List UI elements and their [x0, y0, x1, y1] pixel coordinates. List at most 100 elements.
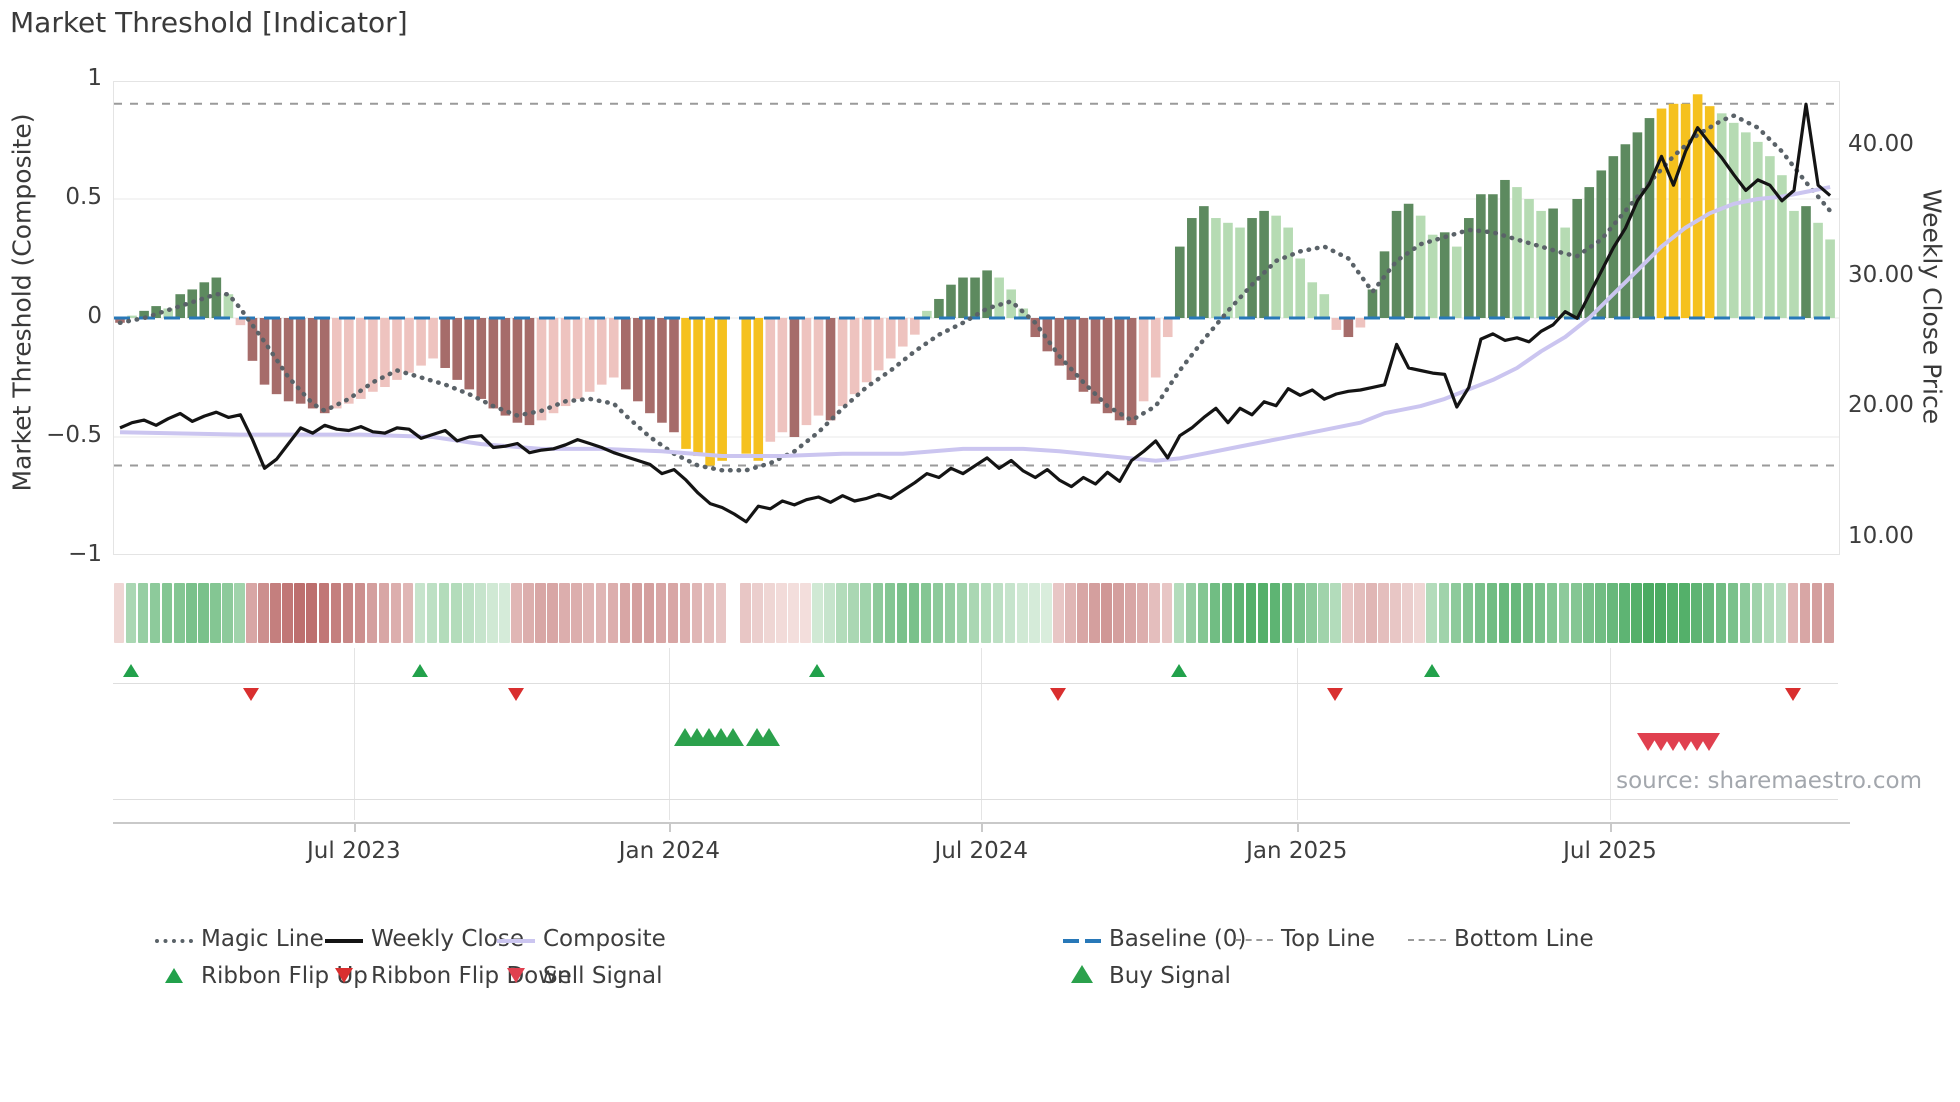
x-axis-spine	[113, 822, 1850, 824]
x-tick-label: Jan 2025	[1246, 838, 1348, 864]
bar	[1307, 282, 1318, 318]
ribbon-cell	[619, 583, 631, 643]
ribbon-cell	[499, 583, 510, 643]
ribbon-cell	[125, 583, 137, 643]
bar	[271, 318, 282, 395]
ribbon-cell	[1775, 583, 1787, 643]
ribbon-cell	[1522, 583, 1534, 643]
ribbon-flip-up-marker	[1423, 664, 1440, 677]
ribbon-flip-down-marker	[508, 688, 525, 701]
bar	[1054, 318, 1065, 366]
ribbon-cell	[1462, 583, 1474, 643]
ribbon-cell	[451, 583, 462, 643]
page-title: Market Threshold [Indicator]	[10, 6, 408, 39]
ribbon-cell	[1221, 583, 1233, 643]
ribbon-cell	[1823, 583, 1835, 643]
plot-canvas	[114, 94, 1839, 524]
bottomline-legend-swatch	[1408, 939, 1446, 941]
ribbon-cell	[896, 583, 908, 643]
ribbon-cell	[968, 583, 980, 643]
flip-up-legend-swatch	[165, 968, 183, 983]
ribbon-flip-down-marker	[1050, 688, 1067, 701]
ribbon-cell	[1787, 583, 1799, 643]
ribbon-cell	[186, 583, 197, 643]
bar	[1524, 199, 1534, 318]
ribbon-cell	[1414, 583, 1425, 643]
bar	[1150, 318, 1161, 378]
bar	[428, 318, 438, 359]
ribbon-cell	[390, 583, 402, 643]
ribbon-cell	[1571, 583, 1582, 643]
legend-label: Baseline (0)	[1109, 926, 1247, 952]
bar	[1439, 232, 1450, 318]
left-tick-label: 0	[87, 303, 102, 329]
ribbon-flip-up-marker	[809, 664, 826, 677]
ribbon-cell	[1607, 583, 1618, 643]
ribbon-cell	[342, 583, 354, 643]
bar	[476, 318, 487, 399]
x-tick-label: Jul 2025	[1563, 838, 1657, 864]
bar	[1295, 258, 1306, 318]
bar	[693, 318, 703, 457]
x-tick-label: Jul 2024	[934, 838, 1029, 864]
ribbon-cell	[643, 583, 655, 643]
bar	[1018, 308, 1029, 318]
bar	[1343, 318, 1354, 338]
bar	[1789, 210, 1799, 318]
bar	[247, 318, 258, 361]
ribbon-cell	[1727, 583, 1739, 643]
right-tick-label: 30.00	[1848, 261, 1914, 288]
ribbon-cell	[1306, 583, 1317, 643]
bar	[1331, 318, 1342, 330]
bar	[1692, 94, 1703, 318]
bar	[1259, 210, 1269, 318]
ribbon-cell	[944, 583, 956, 643]
ribbon-flip-down-marker	[1784, 688, 1801, 701]
ribbon-cell	[1209, 583, 1221, 643]
sell-legend-swatch	[507, 968, 525, 983]
bar	[1801, 206, 1811, 318]
ribbon-cell	[1004, 583, 1016, 643]
bar	[1391, 210, 1402, 318]
buy-signal-marker	[722, 728, 745, 746]
ribbon-cell	[258, 583, 269, 643]
bar	[1536, 210, 1546, 318]
ribbon-cell	[691, 583, 703, 643]
source-credit: source: sharemaestro.com	[1616, 768, 1922, 794]
ribbon-cell	[884, 583, 896, 643]
bar	[765, 318, 776, 442]
bar	[1753, 141, 1763, 318]
bar	[1813, 222, 1823, 318]
bar	[1415, 215, 1426, 318]
ribbon-cell	[511, 583, 522, 643]
bar	[1656, 108, 1667, 318]
bar	[1584, 187, 1595, 318]
ribbon-cell	[149, 583, 161, 643]
bar	[861, 318, 872, 383]
bar	[536, 318, 547, 421]
ribbon-cell	[992, 583, 1004, 643]
bar	[1572, 199, 1583, 318]
bar	[825, 318, 836, 421]
bar	[777, 318, 788, 433]
ribbon-cell	[1065, 583, 1076, 643]
ribbon-cell	[523, 583, 534, 643]
bar	[1319, 294, 1330, 318]
ribbon-cell	[655, 583, 667, 643]
topline-legend-swatch	[1235, 939, 1273, 941]
ribbon-cell	[1643, 583, 1654, 643]
legend-label: Ribbon Flip Down	[371, 963, 572, 989]
bar	[1042, 318, 1053, 352]
bar	[1235, 227, 1245, 318]
ribbon-cell	[402, 583, 414, 643]
ribbon-cell	[174, 583, 185, 643]
bar	[970, 277, 980, 318]
ribbon-cell	[1185, 583, 1197, 643]
right-tick-label: 40.00	[1848, 131, 1914, 157]
bar	[934, 298, 944, 318]
left-tick-label: −1	[68, 541, 102, 567]
buy-legend-swatch	[1071, 965, 1093, 983]
bar	[1427, 234, 1438, 318]
bar	[717, 318, 727, 461]
ribbon-strip	[113, 583, 1838, 643]
